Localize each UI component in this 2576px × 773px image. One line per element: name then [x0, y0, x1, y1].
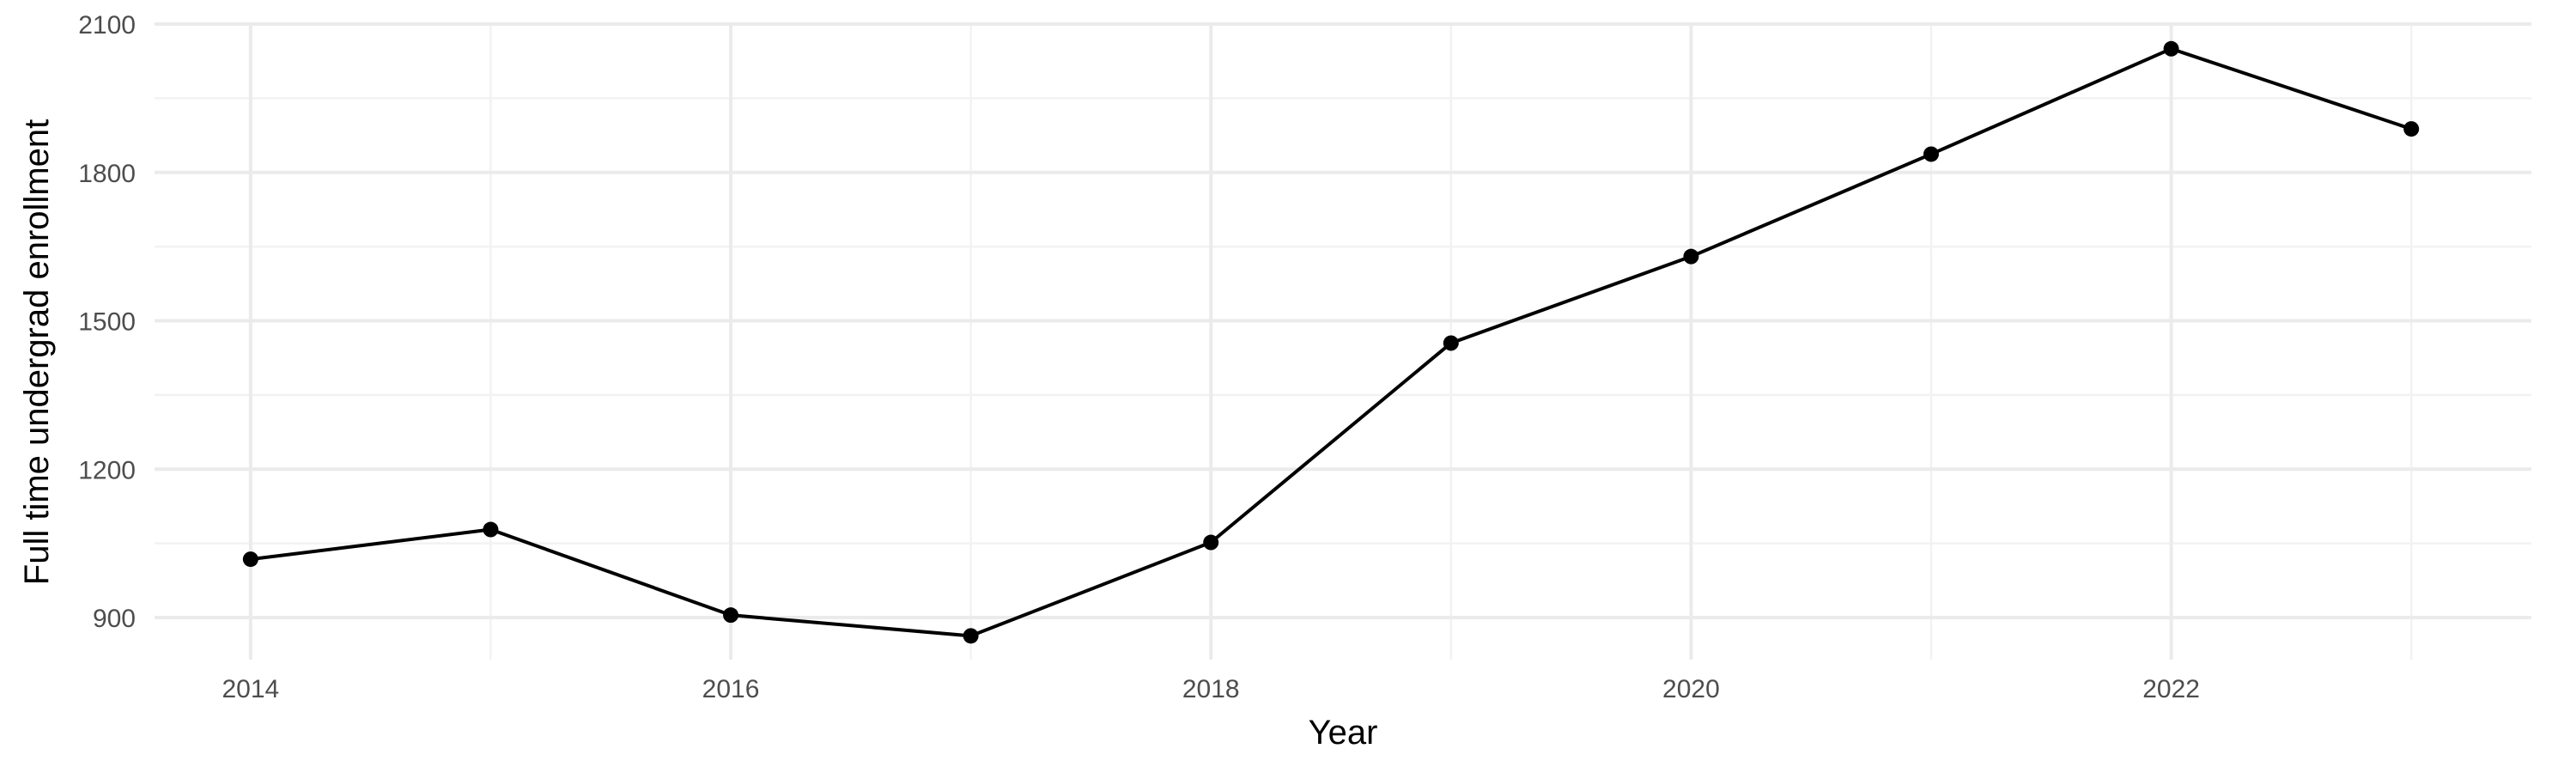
series-layer — [248, 46, 2414, 638]
data-point-2021 — [1923, 146, 1940, 162]
x-axis-title: Year — [1309, 714, 1378, 752]
y-tick-label: 1200 — [78, 456, 136, 484]
data-point-2014 — [242, 551, 258, 568]
data-point-2022 — [2163, 40, 2179, 57]
y-tick-label: 2100 — [78, 11, 136, 40]
x-tick-label: 2018 — [1182, 675, 1240, 703]
tick-labels: 900 1200 1500 1800 2100 2014 2016 2018 2020 2022 — [78, 11, 2200, 703]
y-tick-label: 1800 — [78, 160, 136, 188]
major-gridlines — [155, 22, 2531, 660]
y-tick-label: 900 — [93, 605, 136, 633]
data-point-2017 — [963, 628, 979, 644]
points-layer — [242, 40, 2420, 644]
x-tick-label: 2016 — [702, 675, 760, 703]
data-point-2019 — [1443, 335, 1459, 351]
y-axis-title: Full time undergrad enrollment — [18, 119, 56, 585]
y-tick-label: 1500 — [78, 308, 136, 337]
x-tick-label: 2014 — [222, 675, 279, 703]
x-tick-label: 2020 — [1662, 675, 1720, 703]
data-point-2015 — [483, 521, 499, 538]
series-line — [248, 46, 2414, 638]
minor-gridlines — [155, 24, 2531, 660]
data-point-2023 — [2403, 121, 2420, 137]
data-point-2016 — [723, 607, 739, 624]
data-point-2018 — [1203, 534, 1219, 551]
data-point-2020 — [1683, 248, 1699, 265]
x-tick-label: 2022 — [2142, 675, 2200, 703]
